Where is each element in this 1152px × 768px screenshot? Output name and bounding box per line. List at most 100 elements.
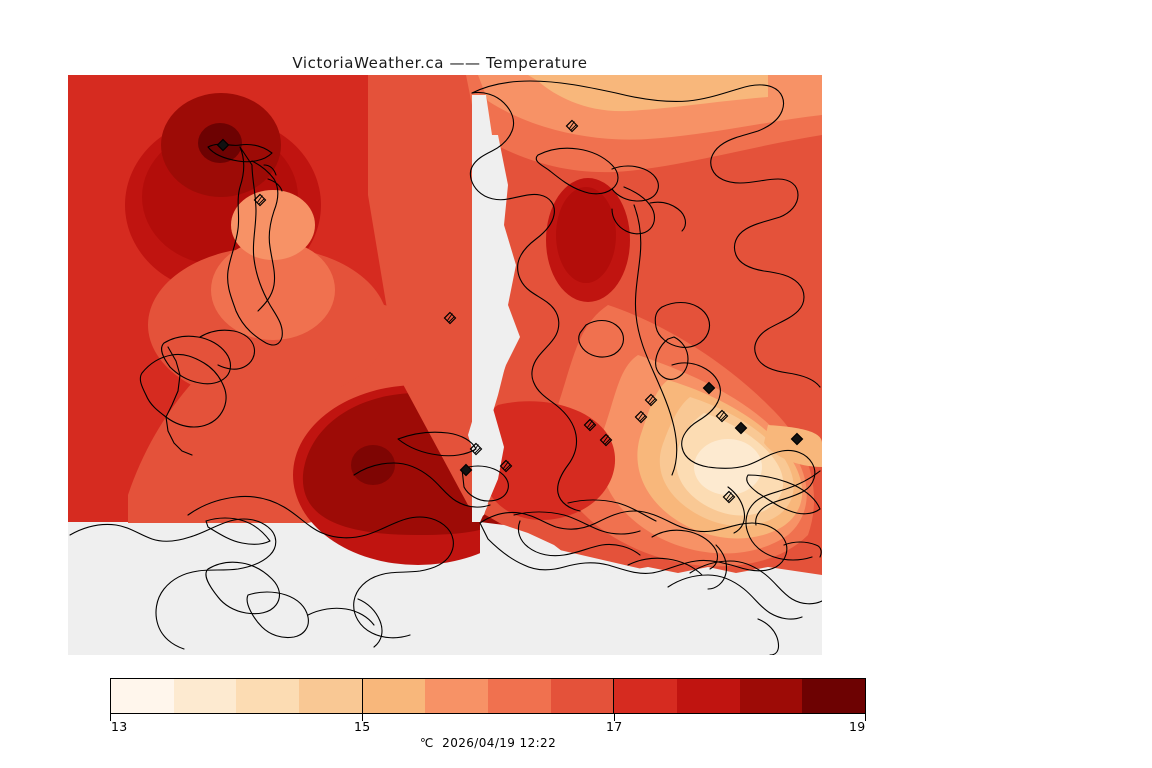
station-diamond-icon [702,381,716,395]
colorbar-swatch-3[interactable] [299,679,362,713]
coast-south-landmass-b [353,462,491,508]
coast-west-island-2 [161,335,232,385]
lake-a [578,319,625,358]
colorbar-swatch-11[interactable] [802,679,866,713]
station-marker[interactable] [469,442,483,456]
coast-north-inlet-c [611,186,656,235]
coast-south-spit-c [517,520,641,557]
station-marker[interactable] [634,410,648,424]
coast-south-spit-a [513,511,641,535]
station-marker[interactable] [790,432,804,446]
coast-south-islet-e [357,598,383,648]
station-marker[interactable] [734,421,748,435]
colorbar-label-17: 17 [606,719,623,734]
station-marker[interactable] [499,459,513,473]
coast-west-island-3 [165,346,193,456]
station-marker[interactable] [459,463,473,477]
colorbar-swatch-0[interactable] [111,679,174,713]
coastline-group [69,80,822,655]
coast-nw-island-b [227,146,283,346]
coast-west-island-1 [139,353,227,428]
station-diamond-hatch [254,194,265,205]
colorbar-swatch-7[interactable] [550,679,614,713]
colorbar-units-timestamp: ℃ 2026/04/19 12:22 [419,736,557,750]
colorbar-tick-17 [614,714,615,721]
station-diamond-hatch [584,419,595,430]
station-diamond-hatch [723,491,734,502]
station-marker[interactable] [443,311,457,325]
contour-fill-group [68,75,822,575]
coast-south-landmass-north-edge [69,518,277,650]
coast-east-cape [746,474,821,515]
coast-south-spit-f [707,544,728,590]
contour-band-north-3 [528,75,768,112]
temperature-map-panel[interactable] [68,75,822,655]
station-diamond-hatch [470,443,481,454]
colorbar-swatch-10[interactable] [739,679,803,713]
colorbar-swatch-1[interactable] [173,679,237,713]
contour-band-mid [477,401,616,521]
coast-south-spit-d [651,529,719,570]
colorbar-label-13: 13 [111,719,128,734]
coast-north-inlet-b [611,165,659,202]
coast-north-edge [471,80,821,388]
contour-band-cape-1 [764,425,822,467]
coast-se-landmass-e [757,618,780,655]
station-diamond-hatch [566,120,577,131]
contour-band-npen-dark2 [556,187,616,283]
lake-b [654,301,711,348]
station-marker[interactable] [715,409,729,423]
colorbar-label-19: 19 [849,719,866,734]
station-marker[interactable] [644,393,658,407]
station-diamond-hatch [600,434,611,445]
station-marker[interactable] [253,193,267,207]
station-diamond-icon [459,463,473,477]
coast-west-island-4 [199,329,256,370]
station-marker-group[interactable] [216,119,804,504]
coast-se-landmass-d [627,557,703,576]
coast-south-main [479,510,788,574]
station-marker[interactable] [722,490,736,504]
station-marker[interactable] [216,138,230,152]
colorbar-swatches[interactable] [110,678,866,714]
station-diamond-icon [734,421,748,435]
coast-south-islet-d [307,607,375,626]
colorbar-swatch-6[interactable] [488,679,551,713]
station-diamond-hatch [645,394,656,405]
coast-south-spit-b [567,499,657,522]
coast-north-inlet-d [649,201,687,232]
coast-south-landmass-a [187,495,454,639]
station-marker[interactable] [583,418,597,432]
colorbar-swatch-4[interactable] [361,679,426,713]
colorbar-swatch-2[interactable] [236,679,300,713]
station-diamond-hatch [444,312,455,323]
coast-se-landmass-f [783,541,822,558]
lake-c [655,336,689,380]
colorbar[interactable]: 13 15 17 19 ℃ 2026/04/19 12:22 [110,678,866,750]
coast-nw-island-a [207,143,273,163]
station-diamond-icon [216,138,230,152]
colorbar-ticks [110,714,866,726]
coast-south-islet-c [246,591,309,639]
colorbar-tick-19 [865,714,866,721]
contour-band-se-core [694,439,762,495]
colorbar-tick-13 [110,714,111,721]
coast-west-edge-of-landmass [469,91,581,512]
colorbar-swatch-9[interactable] [677,679,740,713]
station-diamond-icon [790,432,804,446]
coast-east-inner [633,204,678,476]
colorbar-swatch-5[interactable] [425,679,489,713]
station-marker[interactable] [565,119,579,133]
colorbar-label-15: 15 [354,719,371,734]
colorbar-swatch-8[interactable] [613,679,678,713]
coast-south-islet-a [461,465,509,502]
coast-nw-island-c [251,160,279,312]
station-diamond-hatch [635,411,646,422]
station-diamond-hatch [716,410,727,421]
station-marker[interactable] [702,381,716,395]
contour-band-w-cool-3 [231,190,315,260]
coast-se-landmass-a [745,470,821,561]
station-diamond-hatch [500,460,511,471]
station-marker[interactable] [599,433,613,447]
